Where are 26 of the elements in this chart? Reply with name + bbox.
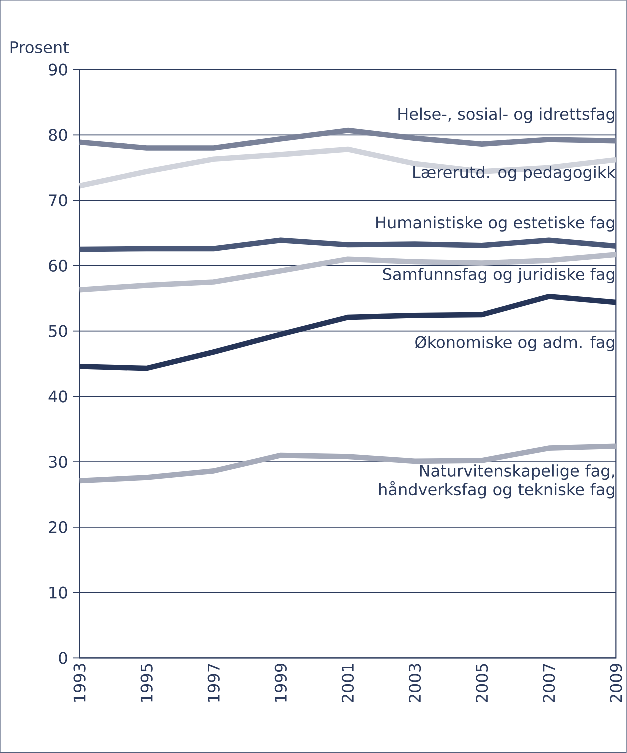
series-label: Humanistiske og estetiske fag	[376, 216, 614, 232]
x-tick-label: 2009	[610, 664, 622, 702]
x-tick-label: 2005	[476, 664, 488, 702]
series-label: Samfunnsfag og juridiske fag	[383, 268, 615, 284]
x-tick-label: 2007	[543, 664, 556, 702]
x-tick-label: 2003	[409, 664, 422, 702]
y-tick-label: 0	[59, 652, 68, 664]
series-label: Helse-, sosial- og idrettsfag	[398, 108, 615, 124]
y-tick-label: 50	[49, 325, 68, 338]
x-tick-label: 1995	[140, 664, 153, 702]
series-label: Naturvitenskapelige fag, håndverksfag og tekniske fag	[380, 464, 615, 499]
y-tick-label: 20	[49, 521, 68, 534]
series-label: Lærerutd. og pedagogikk	[414, 166, 616, 182]
y-tick-label: 70	[49, 194, 68, 207]
x-tick-label: 1993	[74, 664, 86, 702]
x-tick-label: 1999	[274, 664, 288, 702]
series-label: Økonomiske og adm. fag	[416, 336, 615, 352]
y-tick-label: 10	[50, 586, 68, 599]
x-tick-label: 1997	[208, 664, 220, 702]
y-tick-label: 90	[49, 64, 68, 76]
y-tick-label: 80	[49, 129, 68, 142]
y-tick-label: 40	[48, 390, 68, 403]
x-tick-label: 2001	[342, 664, 354, 702]
y-tick-label: 60	[49, 260, 68, 272]
y-tick-label: 30	[49, 456, 68, 468]
y-axis-title: Prosent	[10, 42, 70, 54]
